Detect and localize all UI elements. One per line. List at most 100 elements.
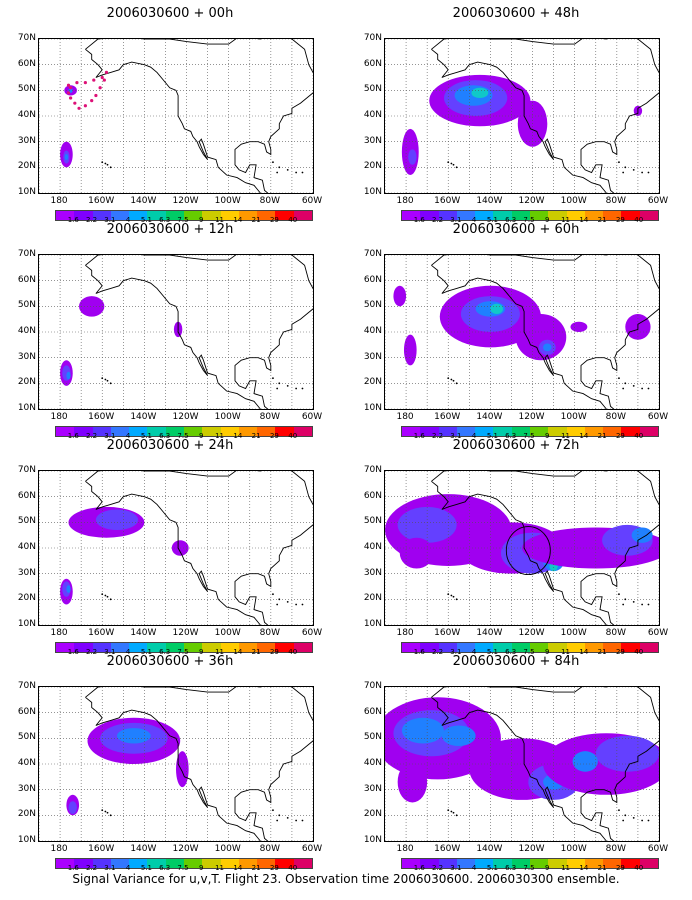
colorbar-label: 4: [125, 648, 131, 656]
map-canvas: [39, 39, 313, 193]
colorbar-swatch: [147, 859, 166, 868]
island: [106, 163, 109, 166]
colorbar-swatch: [529, 859, 549, 868]
island: [632, 601, 635, 603]
island: [452, 379, 455, 382]
colorbar-swatch: [566, 427, 585, 436]
lat-tick-label: 40N: [363, 110, 382, 120]
lon-tick-label: 120W: [518, 412, 545, 422]
island: [301, 387, 304, 390]
colorbar-swatch: [129, 643, 148, 652]
island: [624, 814, 627, 817]
colorbar-label: 21: [251, 216, 261, 224]
colorbar-swatch: [183, 643, 203, 652]
colorbar-swatch: [257, 859, 276, 868]
colorbar-swatch: [475, 211, 494, 220]
colorbar-swatch: [165, 643, 184, 652]
colorbar: [55, 210, 313, 221]
colorbar-label: 6.3: [505, 432, 517, 440]
island: [632, 169, 635, 171]
colorbar-swatch: [110, 427, 130, 436]
colorbar-label: 1.6: [67, 864, 79, 872]
lat-tick-label: 20N: [17, 161, 36, 172]
colorbar-label: 5.1: [140, 648, 152, 656]
colorbar-swatch: [238, 643, 258, 652]
island: [101, 593, 104, 596]
colorbar-label: 9: [545, 432, 550, 440]
colorbar-label: 5.1: [140, 864, 152, 872]
lat-tick-label: 50N: [363, 300, 382, 311]
map-plot-area: [384, 686, 660, 842]
flight-observation-dot: [98, 86, 102, 90]
island: [618, 809, 620, 812]
colorbar-label: 3.1: [450, 432, 462, 440]
lon-tick-label: 60W: [301, 196, 323, 206]
colorbar-label: 14: [233, 648, 243, 656]
colorbar-label: 5.1: [486, 432, 498, 440]
island: [647, 171, 650, 174]
coastline: [431, 471, 659, 625]
lon-tick-label: 100W: [560, 196, 587, 206]
colorbar-swatch: [183, 427, 203, 436]
colorbar-swatch: [275, 211, 294, 220]
colorbar-swatch: [511, 427, 530, 436]
map-panel: 2006030600 + 84h 70N 60N 50N 40N 30N 20N 10N 180…: [346, 654, 686, 872]
colorbar-swatch: [202, 643, 221, 652]
lon-tick-label: 80W: [259, 628, 281, 638]
colorbar-swatch: [475, 643, 494, 652]
variance-shading: [490, 303, 504, 315]
colorbar-label: 14: [579, 432, 589, 440]
colorbar-swatch: [511, 859, 530, 868]
flight-observation-dot: [102, 78, 106, 82]
colorbar-label: 14: [233, 432, 243, 440]
island: [452, 595, 455, 598]
colorbar-label: 14: [579, 648, 589, 656]
lat-tick-label: 40N: [363, 542, 382, 552]
colorbar-label: 3.1: [104, 864, 116, 872]
colorbar-label: 6.3: [159, 432, 171, 440]
flight-observation-dot: [69, 96, 73, 100]
colorbar-label: 11: [215, 864, 225, 872]
colorbar-swatch: [438, 211, 457, 220]
map-plot-area: [38, 254, 314, 410]
lat-tick-label: 60N: [363, 706, 382, 717]
colorbar-swatch: [74, 427, 93, 436]
colorbar-swatch: [129, 427, 148, 436]
colorbar-label: 1.6: [413, 432, 425, 440]
island: [622, 603, 625, 606]
island: [641, 387, 644, 390]
colorbar-swatch: [420, 643, 439, 652]
lat-tick-label: 40N: [363, 758, 382, 768]
colorbar-label: 5.1: [486, 864, 498, 872]
colorbar-swatch: [438, 859, 457, 868]
colorbar-label: 2.2: [431, 648, 444, 656]
lat-tick-label: 50N: [363, 732, 382, 743]
lat-tick-label: 50N: [363, 84, 382, 95]
lon-tick-label: 180: [50, 412, 68, 422]
colorbar-label: 40: [288, 648, 298, 656]
colorbar-label: 1.6: [67, 432, 79, 440]
colorbar-swatch: [511, 643, 530, 652]
colorbar-swatch: [92, 427, 111, 436]
colorbar: [401, 642, 659, 653]
lon-tick-label: 100W: [560, 412, 587, 422]
variance-shading: [408, 149, 417, 165]
lat-tick-label: 30N: [17, 567, 36, 578]
lon-tick-label: 80W: [259, 412, 281, 422]
colorbar-swatch: [257, 643, 276, 652]
map-panel: 2006030600 + 60h 70N 60N 50N 40N 30N 20N 10N 180…: [346, 222, 686, 440]
colorbar-label: 1.6: [413, 216, 425, 224]
map-panel: 2006030600 + 00h 70N 60N 50N 40N 30N 20N 10N 180…: [0, 6, 340, 224]
lon-tick-label: 180: [396, 196, 414, 206]
colorbar-swatch: [639, 211, 658, 220]
colorbar-swatch: [566, 643, 585, 652]
colorbar-label: 14: [579, 216, 589, 224]
island: [647, 603, 650, 606]
flight-observation-dot: [90, 99, 94, 103]
lat-tick-label: 50N: [17, 300, 36, 311]
colorbar-label: 9: [545, 216, 550, 224]
colorbar-label: 11: [561, 648, 571, 656]
island: [632, 385, 635, 387]
colorbar-label: 21: [597, 864, 607, 872]
lat-tick-label: 70N: [17, 249, 36, 259]
